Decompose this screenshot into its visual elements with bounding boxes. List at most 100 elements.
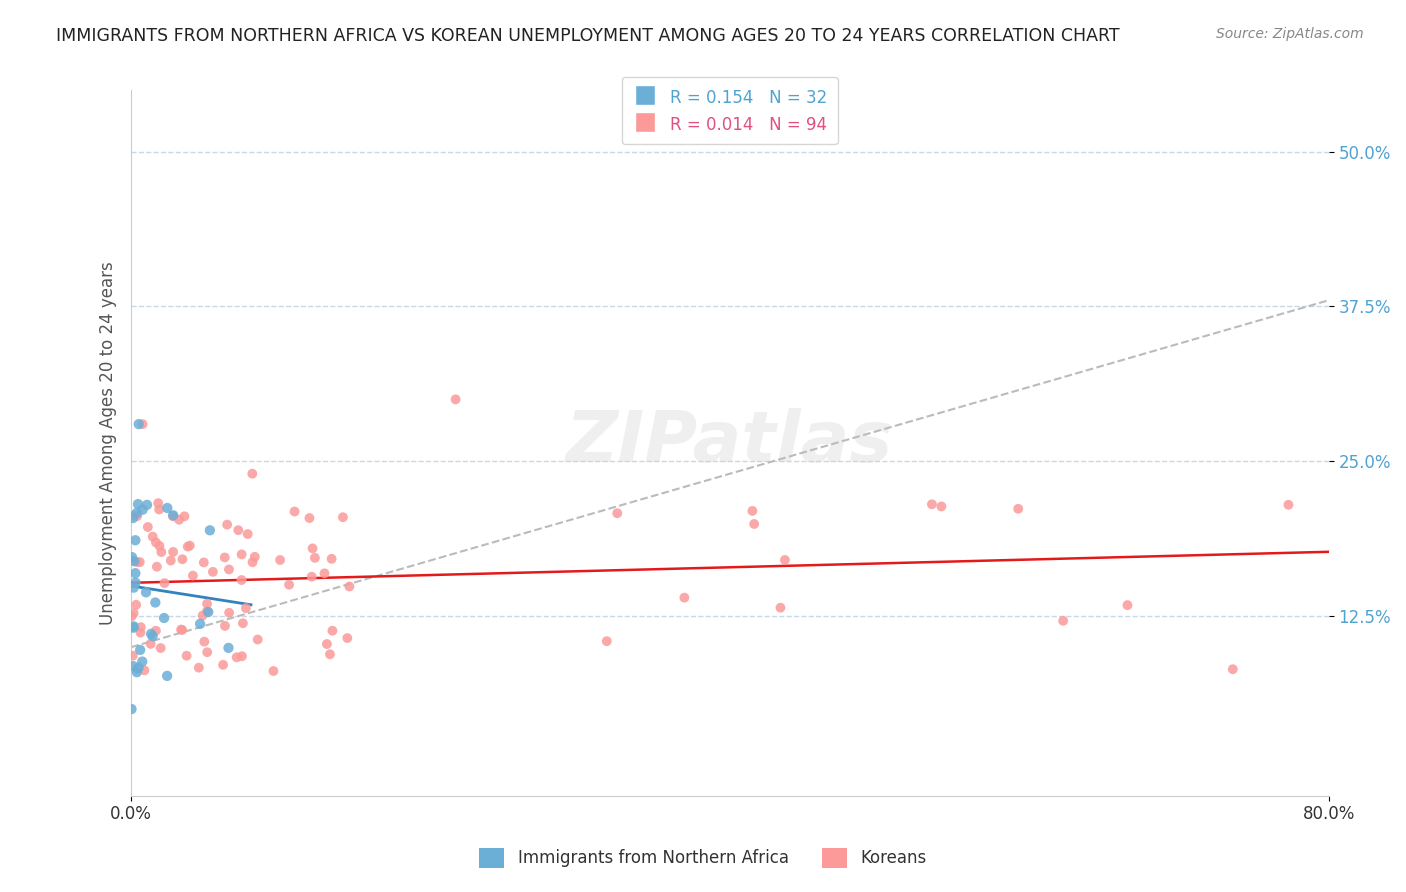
- Point: [231, 573, 253, 587]
- Point: [187, 661, 209, 675]
- Text: ZIPatlas: ZIPatlas: [567, 409, 894, 477]
- Point: [177, 540, 200, 554]
- Point: [170, 623, 193, 637]
- Point: [131, 655, 153, 669]
- Point: [193, 556, 215, 570]
- Point: [124, 566, 146, 581]
- Point: [156, 500, 179, 515]
- Point: [122, 581, 145, 595]
- Point: [150, 545, 173, 559]
- Text: Source: ZipAtlas.com: Source: ZipAtlas.com: [1216, 27, 1364, 41]
- Point: [444, 392, 467, 407]
- Point: [159, 553, 181, 567]
- Point: [124, 533, 146, 548]
- Point: [332, 510, 354, 524]
- Point: [121, 648, 143, 663]
- Point: [142, 629, 165, 643]
- Point: [134, 663, 156, 677]
- Point: [769, 600, 792, 615]
- Point: [125, 662, 148, 676]
- Point: [226, 523, 249, 537]
- Point: [314, 566, 336, 581]
- Point: [142, 530, 165, 544]
- Point: [127, 497, 149, 511]
- Point: [218, 606, 240, 620]
- Point: [162, 509, 184, 524]
- Point: [131, 502, 153, 516]
- Point: [1222, 662, 1244, 676]
- Point: [162, 545, 184, 559]
- Point: [243, 549, 266, 564]
- Point: [1052, 614, 1074, 628]
- Point: [606, 506, 628, 520]
- Point: [284, 504, 307, 518]
- Point: [298, 511, 321, 525]
- Point: [129, 620, 152, 634]
- Point: [218, 562, 240, 576]
- Point: [148, 539, 170, 553]
- Point: [122, 659, 145, 673]
- Point: [232, 616, 254, 631]
- Point: [321, 624, 343, 638]
- Point: [921, 497, 943, 511]
- Point: [188, 616, 211, 631]
- Point: [339, 579, 361, 593]
- Point: [153, 611, 176, 625]
- Point: [167, 513, 190, 527]
- Point: [201, 565, 224, 579]
- Point: [172, 623, 194, 637]
- Point: [122, 554, 145, 568]
- Point: [135, 585, 157, 599]
- Y-axis label: Unemployment Among Ages 20 to 24 years: Unemployment Among Ages 20 to 24 years: [100, 260, 117, 624]
- Point: [153, 576, 176, 591]
- Point: [242, 555, 264, 569]
- Point: [129, 643, 152, 657]
- Point: [336, 631, 359, 645]
- Point: [195, 597, 218, 611]
- Point: [179, 539, 201, 553]
- Point: [172, 552, 194, 566]
- Point: [304, 550, 326, 565]
- Point: [145, 535, 167, 549]
- Point: [139, 637, 162, 651]
- Point: [128, 555, 150, 569]
- Point: [741, 504, 763, 518]
- Point: [262, 664, 284, 678]
- Point: [236, 527, 259, 541]
- Point: [125, 598, 148, 612]
- Point: [143, 595, 166, 609]
- Point: [122, 619, 145, 633]
- Point: [128, 661, 150, 675]
- Point: [145, 624, 167, 638]
- Point: [246, 632, 269, 647]
- Point: [1277, 498, 1299, 512]
- Point: [278, 578, 301, 592]
- Point: [191, 608, 214, 623]
- Point: [136, 520, 159, 534]
- Point: [218, 640, 240, 655]
- Point: [149, 641, 172, 656]
- Point: [240, 467, 263, 481]
- Point: [197, 605, 219, 619]
- Point: [122, 606, 145, 620]
- Point: [162, 508, 184, 523]
- Point: [319, 648, 342, 662]
- Point: [1007, 501, 1029, 516]
- Legend: R = 0.154   N = 32, R = 0.014   N = 94: R = 0.154 N = 32, R = 0.014 N = 94: [623, 77, 838, 145]
- Point: [321, 551, 343, 566]
- Point: [146, 559, 169, 574]
- Point: [596, 634, 619, 648]
- Point: [235, 601, 257, 615]
- Point: [773, 553, 796, 567]
- Point: [176, 648, 198, 663]
- Point: [124, 575, 146, 590]
- Point: [301, 541, 323, 556]
- Point: [217, 517, 239, 532]
- Point: [195, 645, 218, 659]
- Point: [173, 509, 195, 524]
- Point: [139, 627, 162, 641]
- Point: [121, 550, 143, 565]
- Point: [121, 609, 143, 624]
- Point: [225, 650, 247, 665]
- Legend: Immigrants from Northern Africa, Koreans: Immigrants from Northern Africa, Koreans: [472, 841, 934, 875]
